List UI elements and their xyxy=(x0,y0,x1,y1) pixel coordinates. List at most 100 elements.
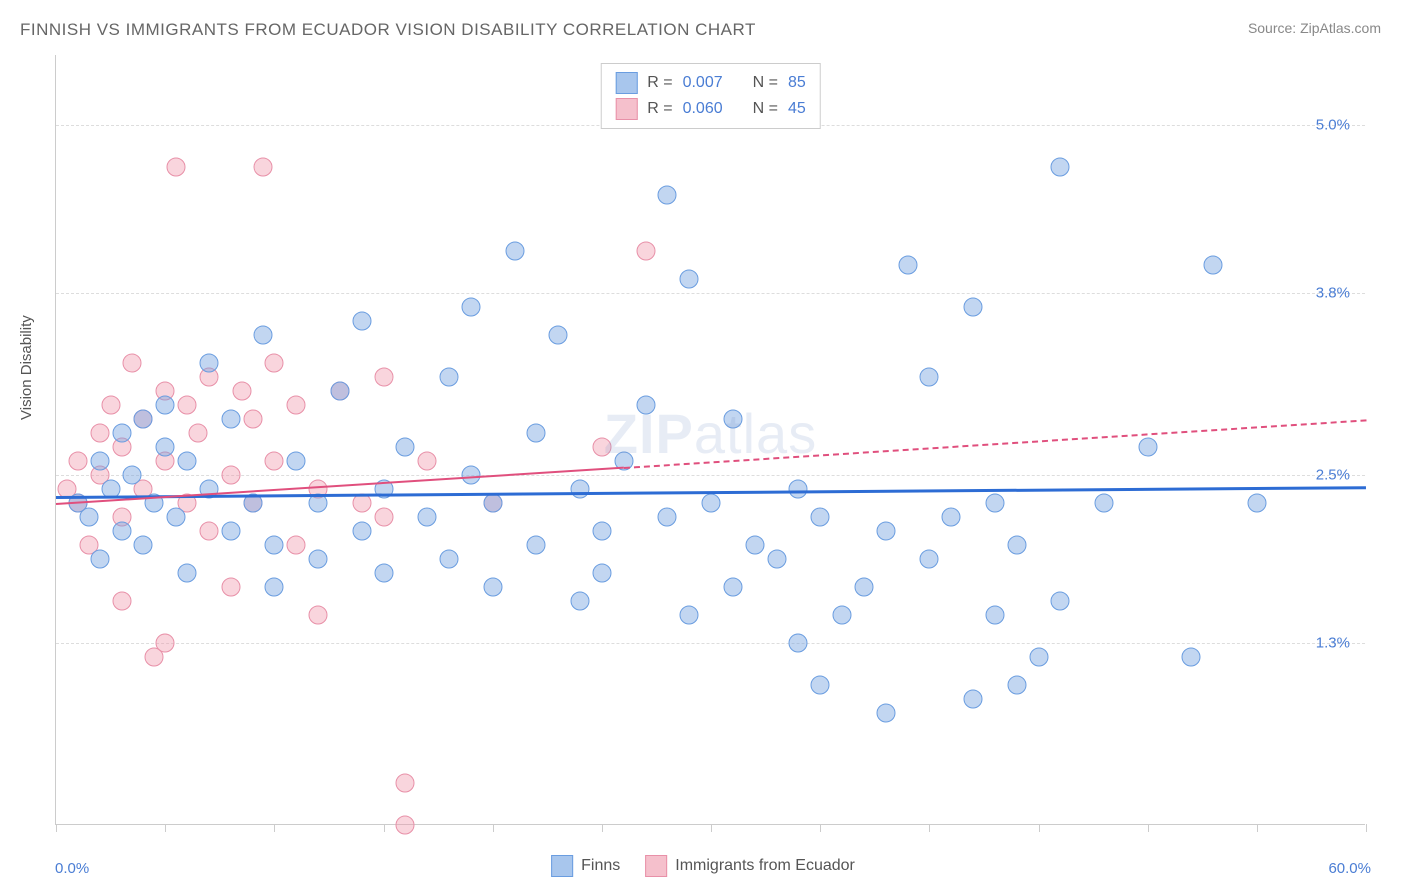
scatter-point xyxy=(985,606,1004,625)
scatter-point xyxy=(188,424,207,443)
scatter-point xyxy=(571,592,590,611)
legend-swatch xyxy=(551,855,573,877)
scatter-point xyxy=(1138,438,1157,457)
scatter-point xyxy=(636,396,655,415)
scatter-point xyxy=(374,368,393,387)
x-tick xyxy=(493,824,494,832)
scatter-point xyxy=(287,536,306,555)
scatter-point xyxy=(876,704,895,723)
scatter-point xyxy=(243,410,262,429)
scatter-point xyxy=(199,354,218,373)
scatter-point xyxy=(658,186,677,205)
scatter-point xyxy=(254,326,273,345)
scatter-point xyxy=(942,508,961,527)
x-axis-max-label: 60.0% xyxy=(1328,860,1371,877)
x-tick xyxy=(820,824,821,832)
scatter-point xyxy=(90,452,109,471)
scatter-point xyxy=(1182,648,1201,667)
r-label: R = xyxy=(647,74,672,92)
n-value: 85 xyxy=(788,74,806,92)
scatter-point xyxy=(265,452,284,471)
scatter-point xyxy=(156,438,175,457)
scatter-point xyxy=(178,396,197,415)
scatter-point xyxy=(265,354,284,373)
scatter-point xyxy=(309,606,328,625)
scatter-point xyxy=(309,550,328,569)
scatter-point xyxy=(1007,676,1026,695)
scatter-point xyxy=(789,634,808,653)
x-tick xyxy=(274,824,275,832)
x-tick xyxy=(165,824,166,832)
scatter-point xyxy=(101,396,120,415)
scatter-point xyxy=(702,494,721,513)
legend-stat-row: R = 0.060 N = 45 xyxy=(615,96,806,122)
y-axis-label: Vision Disability xyxy=(18,315,35,420)
scatter-point xyxy=(232,382,251,401)
source-attribution: Source: ZipAtlas.com xyxy=(1248,20,1381,36)
scatter-point xyxy=(680,606,699,625)
scatter-point xyxy=(221,578,240,597)
r-value: 0.060 xyxy=(683,100,723,118)
scatter-point xyxy=(90,424,109,443)
scatter-point xyxy=(1029,648,1048,667)
scatter-point xyxy=(680,270,699,289)
chart-title: FINNISH VS IMMIGRANTS FROM ECUADOR VISIO… xyxy=(20,20,756,40)
scatter-point xyxy=(440,368,459,387)
scatter-point xyxy=(374,508,393,527)
scatter-point xyxy=(90,550,109,569)
scatter-point xyxy=(1095,494,1114,513)
scatter-point xyxy=(167,508,186,527)
scatter-point xyxy=(221,410,240,429)
scatter-point xyxy=(789,480,808,499)
scatter-point xyxy=(156,396,175,415)
x-tick xyxy=(1257,824,1258,832)
scatter-point xyxy=(461,298,480,317)
legend-series: Finns Immigrants from Ecuador xyxy=(551,855,855,877)
scatter-point xyxy=(123,354,142,373)
x-axis-min-label: 0.0% xyxy=(55,860,89,877)
source-label: Source: xyxy=(1248,20,1300,36)
scatter-point xyxy=(396,816,415,835)
scatter-point xyxy=(549,326,568,345)
scatter-point xyxy=(811,508,830,527)
scatter-point xyxy=(134,536,153,555)
n-label: N = xyxy=(753,74,778,92)
source-name: ZipAtlas.com xyxy=(1300,20,1381,36)
scatter-point xyxy=(112,424,131,443)
gridline xyxy=(56,643,1365,644)
legend-item: Immigrants from Ecuador xyxy=(645,855,855,877)
n-value: 45 xyxy=(788,100,806,118)
scatter-point xyxy=(723,410,742,429)
legend-stats: R = 0.007N = 85R = 0.060N = 45 xyxy=(600,63,821,129)
n-label: N = xyxy=(753,100,778,118)
scatter-point xyxy=(723,578,742,597)
scatter-point xyxy=(483,494,502,513)
scatter-point xyxy=(898,256,917,275)
gridline xyxy=(56,293,1365,294)
legend-stat-row: R = 0.007N = 85 xyxy=(615,70,806,96)
scatter-point xyxy=(134,410,153,429)
r-label: R = xyxy=(647,100,672,118)
scatter-point xyxy=(68,452,87,471)
scatter-point xyxy=(811,676,830,695)
legend-swatch xyxy=(645,855,667,877)
scatter-point xyxy=(265,536,284,555)
scatter-point xyxy=(178,452,197,471)
legend-label: Immigrants from Ecuador xyxy=(675,857,855,875)
legend-swatch xyxy=(615,72,637,94)
x-tick xyxy=(602,824,603,832)
x-tick xyxy=(1366,824,1367,832)
scatter-point xyxy=(527,536,546,555)
scatter-point xyxy=(167,158,186,177)
scatter-point xyxy=(374,564,393,583)
scatter-point xyxy=(767,550,786,569)
y-tick-label: 1.3% xyxy=(1316,635,1350,652)
chart-container: FINNISH VS IMMIGRANTS FROM ECUADOR VISIO… xyxy=(0,0,1406,892)
scatter-point xyxy=(592,522,611,541)
legend-item: Finns xyxy=(551,855,620,877)
scatter-point xyxy=(592,564,611,583)
scatter-point xyxy=(964,690,983,709)
scatter-point xyxy=(156,634,175,653)
plot-area: ZIPatlas R = 0.007N = 85R = 0.060N = 45 … xyxy=(55,55,1365,825)
y-tick-label: 3.8% xyxy=(1316,285,1350,302)
